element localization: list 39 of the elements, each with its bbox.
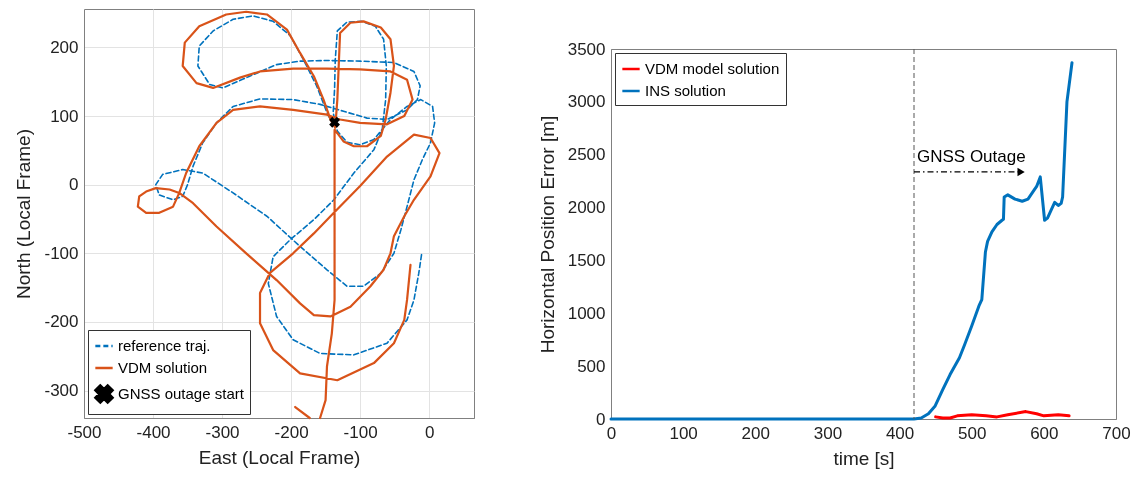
y-tick-label: 2000 — [567, 198, 606, 218]
x-tick-label: 400 — [885, 423, 915, 443]
x-tick-label: 0 — [424, 422, 435, 442]
y-tick-label: 3000 — [567, 92, 606, 112]
y-tick-label: 1000 — [567, 303, 606, 323]
legend-label: reference traj. — [118, 337, 211, 354]
x-tick-label: -200 — [274, 422, 309, 442]
y-tick-label: 3500 — [567, 39, 606, 59]
y-axis-title: North (Local Frame) — [13, 129, 35, 299]
x-tick-label: 300 — [813, 423, 843, 443]
x-tick-label: 500 — [958, 423, 987, 443]
y-tick-label: 200 — [50, 37, 79, 57]
legend-label: INS solution — [645, 82, 726, 99]
x-axis-title: time [s] — [833, 447, 895, 469]
y-tick-label: -200 — [44, 312, 79, 332]
x-tick-label: 600 — [1030, 423, 1059, 443]
line-series — [934, 410, 1071, 420]
x-tick-label: -100 — [343, 422, 378, 442]
y-tick-label: 2500 — [567, 145, 606, 165]
legend-label: GNSS outage start — [118, 385, 245, 402]
x-tick-label: 100 — [669, 423, 698, 443]
y-tick-label: 0 — [596, 409, 606, 429]
legend-label: VDM solution — [118, 359, 208, 376]
x-tick-label: 700 — [1102, 423, 1131, 443]
x-tick-label: 200 — [741, 423, 770, 443]
y-tick-label: 0 — [69, 175, 79, 195]
y-tick-label: -300 — [44, 381, 79, 401]
y-tick-label: -100 — [44, 243, 79, 263]
y-tick-label: 100 — [50, 106, 79, 126]
line-series — [609, 61, 1074, 421]
x-tick-label: -500 — [67, 422, 102, 442]
y-tick-label: 500 — [577, 356, 606, 376]
legend-label: VDM model solution — [645, 60, 780, 77]
annotation: GNSS Outage — [917, 146, 1026, 166]
y-axis-title: Horizontal Position Error [m] — [536, 115, 558, 354]
x-axis-title: East (Local Frame) — [198, 446, 361, 468]
y-tick-label: 1500 — [567, 250, 606, 270]
x-tick-label: -400 — [136, 422, 171, 442]
x-tick-label: -300 — [205, 422, 240, 442]
